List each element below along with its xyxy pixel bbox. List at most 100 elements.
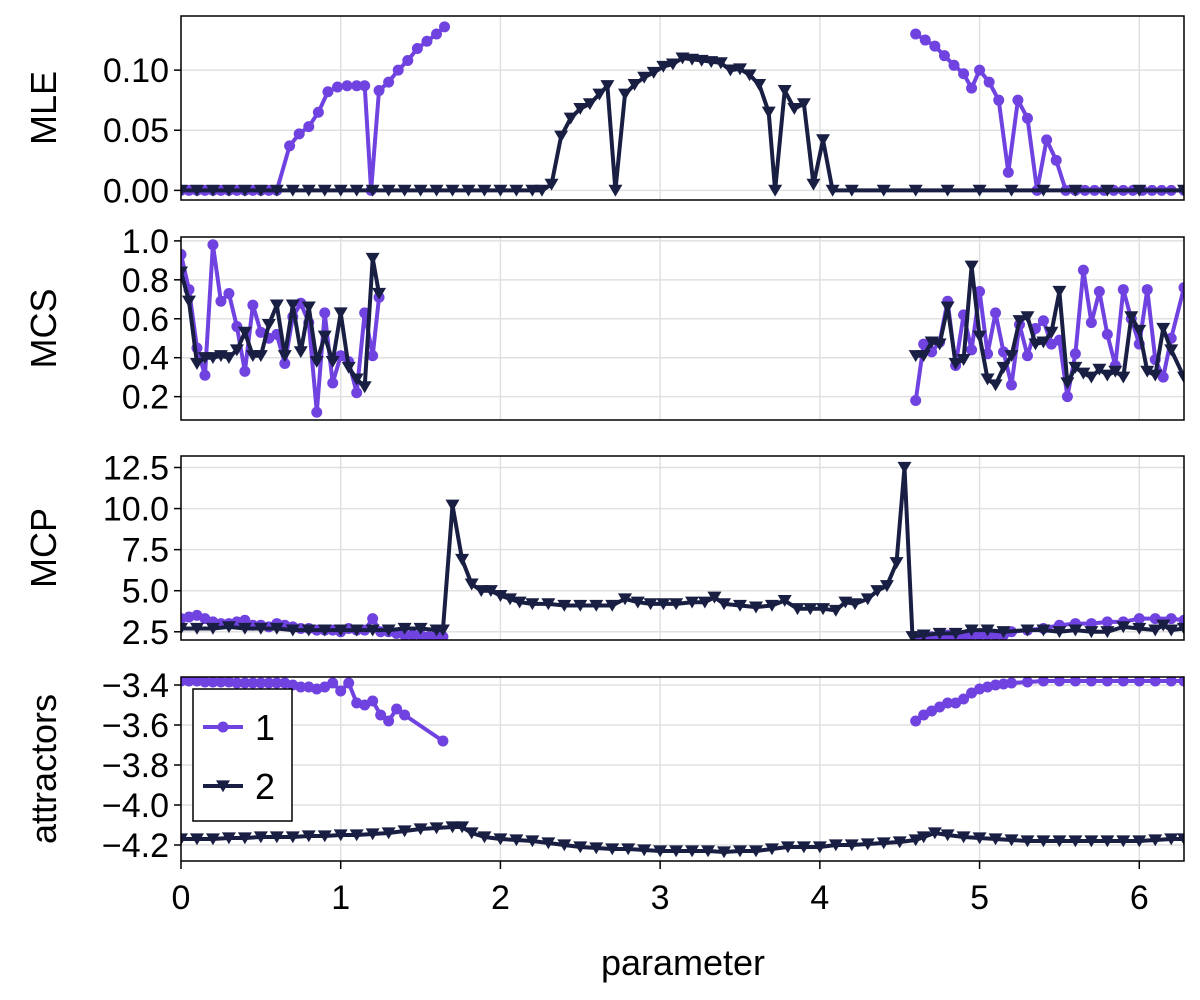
series-1-point xyxy=(327,377,339,389)
series-2-point xyxy=(932,627,947,640)
y-tick-label: 5.0 xyxy=(122,573,169,611)
series-2-point xyxy=(707,591,722,604)
series-2-point xyxy=(825,184,840,197)
series-2-point xyxy=(844,184,859,197)
y-tick-label: 12.5 xyxy=(103,450,169,488)
legend-label-2: 2 xyxy=(255,766,275,807)
series-2-point xyxy=(948,357,963,370)
series-1-point xyxy=(958,68,970,80)
series-2-point xyxy=(748,601,763,614)
series-1-point xyxy=(343,677,355,689)
series-1-point xyxy=(191,677,203,687)
series-2-point xyxy=(189,184,204,197)
series-1-point xyxy=(1178,282,1184,294)
series-1-point xyxy=(1006,379,1018,391)
x-tick-label: 2 xyxy=(491,879,510,917)
series-2-point xyxy=(870,585,885,598)
series-2-point xyxy=(525,598,540,611)
series-2-point xyxy=(860,838,875,851)
series-2-point xyxy=(429,822,444,835)
y-tick-label: −4.0 xyxy=(102,787,169,825)
series-2-point xyxy=(253,184,268,197)
series-2-point xyxy=(269,299,284,312)
series-1-point xyxy=(373,85,385,97)
x-tick-label: 6 xyxy=(1130,879,1149,917)
legend: 12 xyxy=(192,688,293,822)
series-2-point xyxy=(697,596,712,609)
series-1-point xyxy=(942,697,954,709)
series-2-point xyxy=(563,112,578,125)
series-2-point xyxy=(665,58,680,71)
series-2-point xyxy=(777,594,792,607)
series-2-point xyxy=(1100,184,1115,197)
series-2-point xyxy=(1177,184,1184,197)
series-2-point xyxy=(1177,371,1184,384)
series-2-point xyxy=(1060,377,1075,390)
series-2-point xyxy=(301,830,316,843)
series-1-point xyxy=(1101,328,1113,340)
series-2-point xyxy=(761,106,776,119)
series-2-point xyxy=(1100,626,1115,639)
series-2-point xyxy=(541,837,556,850)
series-2-point xyxy=(685,845,700,858)
series-1-point xyxy=(375,709,387,721)
series-2-point xyxy=(964,260,979,273)
series-1-point xyxy=(239,677,251,689)
series-1-point xyxy=(351,80,363,92)
y-tick-label: −3.6 xyxy=(102,707,169,745)
series-1-point xyxy=(332,81,344,93)
y-axis-title-attractors: attractors xyxy=(23,694,64,844)
series-2-point xyxy=(1148,624,1163,637)
series-1-line xyxy=(181,679,1184,743)
series-2-point xyxy=(582,98,597,111)
series-2-point xyxy=(365,184,380,197)
series-2-point xyxy=(828,839,843,852)
series-1-point xyxy=(1021,112,1033,124)
series-2-point xyxy=(1004,834,1019,847)
series-1-point xyxy=(1002,166,1014,178)
series-1-point xyxy=(263,677,275,689)
series-2-point xyxy=(301,624,316,637)
series-1-point xyxy=(439,21,451,33)
series-1-point xyxy=(335,685,347,697)
series-1-point xyxy=(239,365,251,377)
series-2-point xyxy=(1068,184,1083,197)
legend-marker-2 xyxy=(216,780,230,793)
series-2-point xyxy=(796,841,811,854)
series-2-point xyxy=(1124,311,1139,324)
series-2-point xyxy=(694,54,709,67)
series-1-point xyxy=(359,80,371,92)
series-2-point xyxy=(713,57,728,70)
series-2-point xyxy=(980,624,995,637)
series-2-point xyxy=(461,184,476,197)
series-2-point xyxy=(1036,835,1051,848)
panel-frame xyxy=(180,15,1185,201)
series-2-point xyxy=(905,631,920,640)
series-1-point xyxy=(199,677,211,688)
series-2-point xyxy=(605,843,620,856)
series-2-line xyxy=(181,465,1184,639)
series-2-point xyxy=(413,622,428,635)
y-tick-label: −3.4 xyxy=(102,667,169,705)
series-1-point xyxy=(247,677,259,689)
series-1-point xyxy=(983,76,995,88)
series-1-point xyxy=(392,64,404,76)
series-2-point xyxy=(847,598,862,611)
series-2-point xyxy=(525,184,540,197)
series-1-point xyxy=(207,239,219,251)
series-2-point xyxy=(372,287,387,300)
series-2-point xyxy=(269,622,284,635)
y-tick-label: 0.8 xyxy=(122,262,169,300)
series-1-point xyxy=(1006,677,1018,689)
series-2-point xyxy=(876,184,891,197)
series-2-point xyxy=(669,845,684,858)
series-2-point xyxy=(464,578,479,591)
series-2-point xyxy=(293,346,308,359)
series-2-point xyxy=(630,596,645,609)
x-tick-label: 1 xyxy=(331,879,350,917)
series-2-point xyxy=(333,307,348,320)
series-2-point xyxy=(1148,369,1163,382)
series-1-point xyxy=(312,106,324,118)
series-1-point xyxy=(402,54,414,66)
series-1-point xyxy=(431,28,443,40)
